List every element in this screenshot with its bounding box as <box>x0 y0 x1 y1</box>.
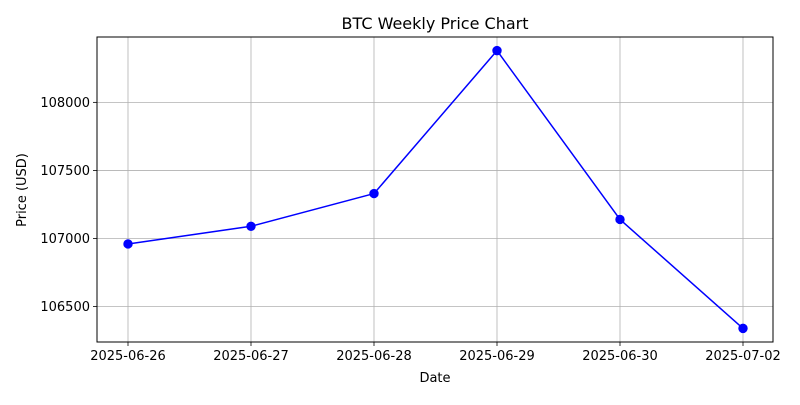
x-tick-label: 2025-06-29 <box>459 349 535 364</box>
data-point <box>738 323 748 334</box>
series-layer <box>123 45 748 334</box>
plot-frame <box>96 36 774 343</box>
y-tick-layer: 106500 107000 107500 108000 <box>40 96 97 315</box>
y-tick-label: 108000 <box>40 96 90 111</box>
data-point <box>492 45 502 56</box>
data-point <box>123 239 133 249</box>
series-line <box>127 49 744 329</box>
y-tick-label: 106500 <box>40 300 90 315</box>
grid-layer <box>97 37 773 342</box>
x-tick-label: 2025-07-02 <box>705 349 781 364</box>
y-axis-label: Price (USD) <box>15 153 30 227</box>
data-point <box>369 188 379 199</box>
chart-title: BTC Weekly Price Chart <box>342 14 529 33</box>
y-tick-label: 107500 <box>40 164 90 179</box>
x-tick-label: 2025-06-27 <box>213 349 289 364</box>
data-point <box>246 221 256 231</box>
x-axis-label: Date <box>419 371 450 386</box>
x-tick-label: 2025-06-30 <box>582 349 658 364</box>
y-tick-label: 107000 <box>40 232 90 247</box>
data-point <box>615 214 625 225</box>
x-tick-label: 2025-06-28 <box>336 349 412 364</box>
x-tick-label: 2025-06-26 <box>90 349 166 364</box>
x-tick-layer: 2025-06-26 2025-06-27 2025-06-28 2025-06-29… <box>90 342 781 364</box>
